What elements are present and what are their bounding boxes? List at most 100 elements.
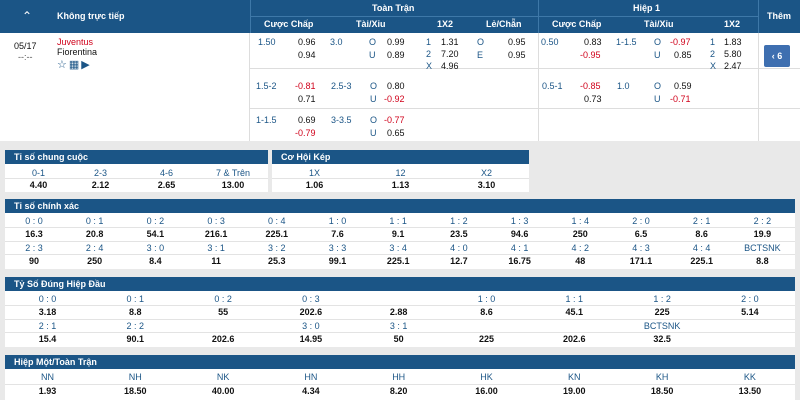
score-odds[interactable]: 12.7 — [450, 256, 468, 266]
total-goals-panel: Tỉ số chung cuộc 0-1 2-3 4-6 7 & Trên 4.… — [5, 150, 268, 192]
h1-over-odds[interactable]: -0.97 — [670, 37, 691, 47]
htft-odds[interactable]: 4.34 — [302, 386, 320, 396]
score-odds[interactable]: 7.6 — [331, 229, 344, 239]
score-odds[interactable]: 225 — [654, 307, 670, 317]
play-icon[interactable]: ▶ — [81, 59, 92, 71]
away-team[interactable]: Fiorentina — [57, 47, 98, 57]
double-chance-odds[interactable]: 1.13 — [391, 180, 410, 190]
goals-odds[interactable]: 13.00 — [221, 180, 245, 190]
score-odds[interactable]: 202.6 — [211, 334, 235, 344]
score-odds[interactable]: 90 — [28, 256, 39, 266]
score-odds[interactable]: 16.3 — [25, 229, 43, 239]
ft-handicap-away-odds[interactable]: 0.71 — [298, 94, 316, 104]
star-icon[interactable]: ☆ — [57, 59, 69, 71]
h1-1-odds[interactable]: 1.83 — [724, 37, 742, 47]
home-team[interactable]: Juventus — [57, 37, 94, 47]
score-odds[interactable]: 54.1 — [146, 229, 165, 239]
goals-odds[interactable]: 2.65 — [157, 180, 176, 190]
ft-2-odds[interactable]: 7.20 — [441, 49, 459, 59]
ft-1-odds[interactable]: 1.31 — [441, 37, 459, 47]
ft-over-odds[interactable]: 0.80 — [387, 81, 405, 91]
panel-title: Tỷ Số Đúng Hiệp Đầu — [5, 277, 795, 291]
score-odds[interactable]: 32.5 — [653, 334, 671, 344]
score-odds[interactable]: 8.6 — [480, 307, 493, 317]
goals-odds[interactable]: 4.40 — [29, 180, 48, 190]
score-odds[interactable]: 171.1 — [629, 256, 653, 266]
score-odds[interactable]: 8.4 — [149, 256, 162, 266]
score-odds[interactable]: 19.9 — [753, 229, 772, 239]
stats-icon[interactable]: ▦ — [68, 59, 82, 71]
ft-odd-odds[interactable]: 0.95 — [508, 37, 526, 47]
score-odds[interactable]: 14.95 — [299, 334, 323, 344]
h1-handicap-away-odds[interactable]: 0.73 — [584, 94, 602, 104]
score-label: 2 : 1 — [38, 321, 57, 331]
ft-handicap-home-odds[interactable]: 0.96 — [298, 37, 316, 47]
ft-even-odds[interactable]: 0.95 — [508, 50, 526, 60]
ft-handicap-away-odds[interactable]: -0.79 — [295, 128, 316, 138]
score-odds[interactable]: 225.1 — [265, 229, 289, 239]
ft-handicap-home-odds[interactable]: -0.81 — [295, 81, 316, 91]
score-odds[interactable]: 202.6 — [299, 307, 323, 317]
double-chance-odds[interactable]: 1.06 — [305, 180, 324, 190]
ft-handicap-header: Cược Chấp — [264, 19, 314, 29]
ft-over-odds[interactable]: 0.99 — [387, 37, 405, 47]
score-odds[interactable]: 250 — [572, 229, 588, 239]
score-label: 0 : 1 — [126, 294, 145, 304]
ft-handicap-away-odds[interactable]: 0.94 — [298, 50, 316, 60]
htft-odds[interactable]: 16.00 — [475, 386, 498, 396]
score-odds[interactable]: 55 — [218, 307, 229, 317]
ft-x-odds[interactable]: 4.96 — [441, 61, 459, 71]
score-odds[interactable]: 23.5 — [450, 229, 468, 239]
ft-handicap-home-odds[interactable]: 0.69 — [298, 115, 316, 125]
htft-odds[interactable]: 13.50 — [738, 386, 762, 396]
h1-2-odds[interactable]: 5.80 — [724, 49, 742, 59]
score-odds[interactable]: 15.4 — [38, 334, 57, 344]
htft-odds[interactable]: 40.00 — [211, 386, 235, 396]
score-odds[interactable]: 225 — [478, 334, 495, 344]
score-odds[interactable]: 2.88 — [389, 307, 408, 317]
score-odds[interactable]: 25.3 — [268, 256, 286, 266]
score-odds[interactable]: 6.5 — [634, 229, 648, 239]
score-odds[interactable]: 8.8 — [129, 307, 142, 317]
htft-odds[interactable]: 8.20 — [389, 386, 408, 396]
score-odds[interactable]: 99.1 — [328, 256, 347, 266]
h1-handicap-away-odds[interactable]: -0.95 — [580, 50, 601, 60]
h1-over-odds[interactable]: 0.59 — [674, 81, 692, 91]
score-odds[interactable]: 45.1 — [565, 307, 584, 317]
score-odds[interactable]: 8.6 — [695, 229, 708, 239]
score-odds[interactable]: 216.1 — [204, 229, 228, 239]
score-odds[interactable]: 8.8 — [756, 256, 769, 266]
ft-under-odds[interactable]: -0.92 — [384, 94, 405, 104]
ft-under-odds[interactable]: 0.89 — [387, 50, 405, 60]
score-odds[interactable]: 20.8 — [85, 229, 104, 239]
score-odds[interactable]: 225.1 — [386, 256, 410, 266]
score-odds[interactable]: 16.75 — [508, 256, 531, 266]
h1-under-odds[interactable]: -0.71 — [670, 94, 691, 104]
odd-label: O — [477, 37, 485, 47]
more-markets-button[interactable]: ‹ 6 — [764, 45, 790, 67]
goals-odds[interactable]: 2.12 — [91, 180, 110, 190]
h1-handicap-home-odds[interactable]: -0.85 — [580, 81, 601, 91]
score-odds[interactable]: 3.18 — [38, 307, 57, 317]
chevron-up-icon[interactable]: ⌃ — [22, 9, 33, 23]
score-odds[interactable]: 11 — [211, 256, 221, 266]
score-odds[interactable]: 9.1 — [391, 229, 405, 239]
htft-odds[interactable]: 1.93 — [38, 386, 57, 396]
score-odds[interactable]: 50 — [393, 334, 404, 344]
h1-x-odds[interactable]: 2.47 — [724, 61, 742, 71]
score-odds[interactable]: 225.1 — [690, 256, 713, 266]
ft-under-odds[interactable]: 0.65 — [387, 128, 405, 138]
h1-handicap-home-odds[interactable]: 0.83 — [584, 37, 602, 47]
score-odds[interactable]: 250 — [87, 256, 103, 266]
score-odds[interactable]: 202.6 — [563, 334, 586, 344]
ft-over-odds[interactable]: -0.77 — [384, 115, 405, 125]
score-odds[interactable]: 5.14 — [741, 307, 759, 317]
h1-under-odds[interactable]: 0.85 — [674, 50, 692, 60]
htft-odds[interactable]: 18.50 — [650, 386, 674, 396]
htft-odds[interactable]: 19.00 — [563, 386, 586, 396]
score-odds[interactable]: 48 — [575, 256, 586, 266]
score-odds[interactable]: 90.1 — [126, 334, 145, 344]
score-odds[interactable]: 94.6 — [510, 229, 529, 239]
double-chance-odds[interactable]: 3.10 — [477, 180, 496, 190]
htft-odds[interactable]: 18.50 — [124, 386, 147, 396]
